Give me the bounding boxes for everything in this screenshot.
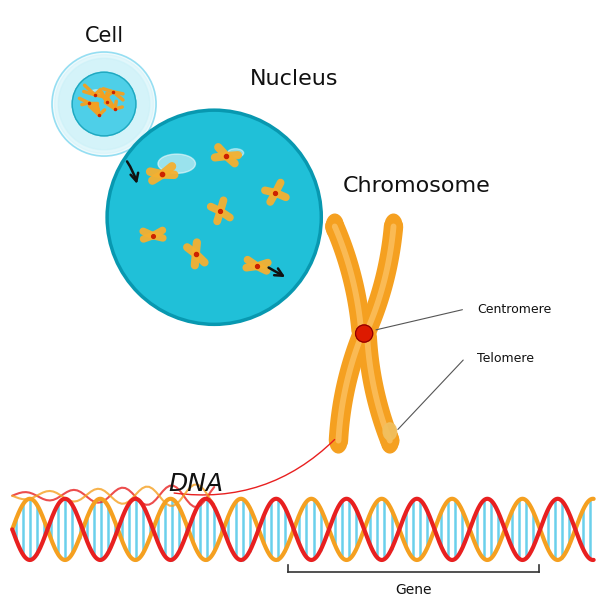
Text: Telomere: Telomere bbox=[477, 351, 534, 365]
Circle shape bbox=[72, 72, 136, 136]
Text: Gene: Gene bbox=[395, 583, 431, 597]
Text: Cell: Cell bbox=[84, 26, 124, 46]
Text: Centromere: Centromere bbox=[477, 302, 551, 316]
Ellipse shape bbox=[228, 149, 244, 157]
Circle shape bbox=[58, 58, 150, 150]
Ellipse shape bbox=[158, 154, 195, 173]
Circle shape bbox=[110, 113, 318, 321]
Text: Chromosome: Chromosome bbox=[343, 176, 490, 196]
Ellipse shape bbox=[385, 214, 402, 239]
Circle shape bbox=[52, 52, 156, 156]
Text: DNA: DNA bbox=[168, 472, 223, 496]
Ellipse shape bbox=[381, 428, 398, 453]
Circle shape bbox=[54, 54, 154, 154]
Text: Nucleus: Nucleus bbox=[250, 69, 338, 89]
Ellipse shape bbox=[326, 214, 343, 239]
Circle shape bbox=[356, 325, 373, 342]
Ellipse shape bbox=[91, 90, 102, 96]
Ellipse shape bbox=[330, 428, 347, 453]
Circle shape bbox=[107, 110, 321, 324]
Ellipse shape bbox=[383, 423, 397, 440]
